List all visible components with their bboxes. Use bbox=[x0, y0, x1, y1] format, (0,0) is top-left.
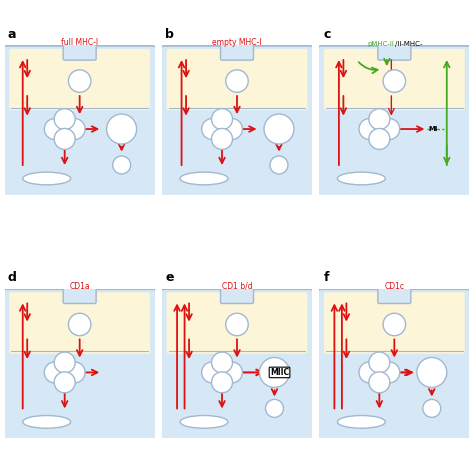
Circle shape bbox=[201, 118, 223, 139]
Circle shape bbox=[379, 362, 400, 383]
Circle shape bbox=[259, 357, 290, 387]
Circle shape bbox=[226, 70, 248, 92]
Circle shape bbox=[64, 362, 85, 383]
Circle shape bbox=[383, 70, 406, 92]
Text: CD1 b/d: CD1 b/d bbox=[222, 282, 252, 291]
FancyBboxPatch shape bbox=[166, 292, 308, 354]
Ellipse shape bbox=[337, 416, 385, 428]
FancyBboxPatch shape bbox=[160, 46, 314, 197]
Circle shape bbox=[211, 372, 233, 393]
Text: CD1a: CD1a bbox=[69, 282, 90, 291]
Text: full MHC-I: full MHC-I bbox=[61, 38, 98, 47]
FancyBboxPatch shape bbox=[2, 289, 157, 441]
Circle shape bbox=[44, 118, 65, 139]
Text: d: d bbox=[8, 271, 17, 284]
FancyBboxPatch shape bbox=[166, 49, 308, 110]
FancyBboxPatch shape bbox=[63, 287, 96, 303]
Text: c: c bbox=[323, 27, 330, 41]
Circle shape bbox=[265, 400, 283, 418]
Circle shape bbox=[54, 362, 75, 383]
Circle shape bbox=[54, 352, 75, 373]
Circle shape bbox=[226, 313, 248, 336]
Circle shape bbox=[264, 114, 294, 144]
Circle shape bbox=[423, 400, 441, 418]
Circle shape bbox=[211, 352, 233, 373]
Circle shape bbox=[107, 114, 137, 144]
Text: pMHC-II: pMHC-II bbox=[367, 41, 394, 47]
Ellipse shape bbox=[180, 172, 228, 185]
Circle shape bbox=[54, 128, 75, 149]
Circle shape bbox=[68, 313, 91, 336]
Circle shape bbox=[211, 128, 233, 149]
FancyBboxPatch shape bbox=[2, 46, 157, 197]
FancyBboxPatch shape bbox=[324, 292, 465, 354]
Circle shape bbox=[417, 357, 447, 387]
Text: f: f bbox=[324, 271, 329, 284]
Ellipse shape bbox=[180, 416, 228, 428]
Circle shape bbox=[68, 70, 91, 92]
Circle shape bbox=[44, 362, 65, 383]
Circle shape bbox=[270, 156, 288, 174]
Circle shape bbox=[201, 362, 223, 383]
Text: MIIC: MIIC bbox=[270, 368, 289, 377]
Text: CD1c: CD1c bbox=[384, 282, 404, 291]
FancyBboxPatch shape bbox=[378, 287, 411, 303]
Ellipse shape bbox=[23, 416, 71, 428]
Circle shape bbox=[64, 118, 85, 139]
Circle shape bbox=[383, 313, 406, 336]
Circle shape bbox=[369, 128, 390, 149]
FancyBboxPatch shape bbox=[9, 49, 150, 110]
FancyBboxPatch shape bbox=[317, 289, 472, 441]
Circle shape bbox=[369, 352, 390, 373]
FancyBboxPatch shape bbox=[324, 49, 465, 110]
Circle shape bbox=[369, 118, 390, 139]
Circle shape bbox=[54, 372, 75, 393]
Circle shape bbox=[113, 156, 131, 174]
Text: e: e bbox=[165, 271, 174, 284]
Circle shape bbox=[211, 118, 233, 139]
Circle shape bbox=[379, 118, 400, 139]
Circle shape bbox=[359, 362, 380, 383]
Ellipse shape bbox=[337, 172, 385, 185]
FancyBboxPatch shape bbox=[63, 44, 96, 60]
FancyBboxPatch shape bbox=[160, 289, 314, 441]
Circle shape bbox=[54, 118, 75, 139]
Circle shape bbox=[369, 362, 390, 383]
Circle shape bbox=[359, 118, 380, 139]
Circle shape bbox=[369, 372, 390, 393]
FancyBboxPatch shape bbox=[378, 44, 411, 60]
Circle shape bbox=[221, 118, 242, 139]
Ellipse shape bbox=[23, 172, 71, 185]
FancyBboxPatch shape bbox=[220, 44, 254, 60]
Text: /li-MHC-: /li-MHC- bbox=[395, 41, 422, 47]
Circle shape bbox=[211, 362, 233, 383]
Circle shape bbox=[211, 109, 233, 129]
Circle shape bbox=[369, 109, 390, 129]
FancyBboxPatch shape bbox=[9, 292, 150, 354]
Circle shape bbox=[54, 109, 75, 129]
Text: MI: MI bbox=[429, 126, 438, 132]
Text: b: b bbox=[165, 27, 174, 41]
FancyBboxPatch shape bbox=[317, 46, 472, 197]
Circle shape bbox=[221, 362, 242, 383]
FancyBboxPatch shape bbox=[220, 287, 254, 303]
Text: a: a bbox=[8, 27, 17, 41]
Text: empty MHC-I: empty MHC-I bbox=[212, 38, 262, 47]
